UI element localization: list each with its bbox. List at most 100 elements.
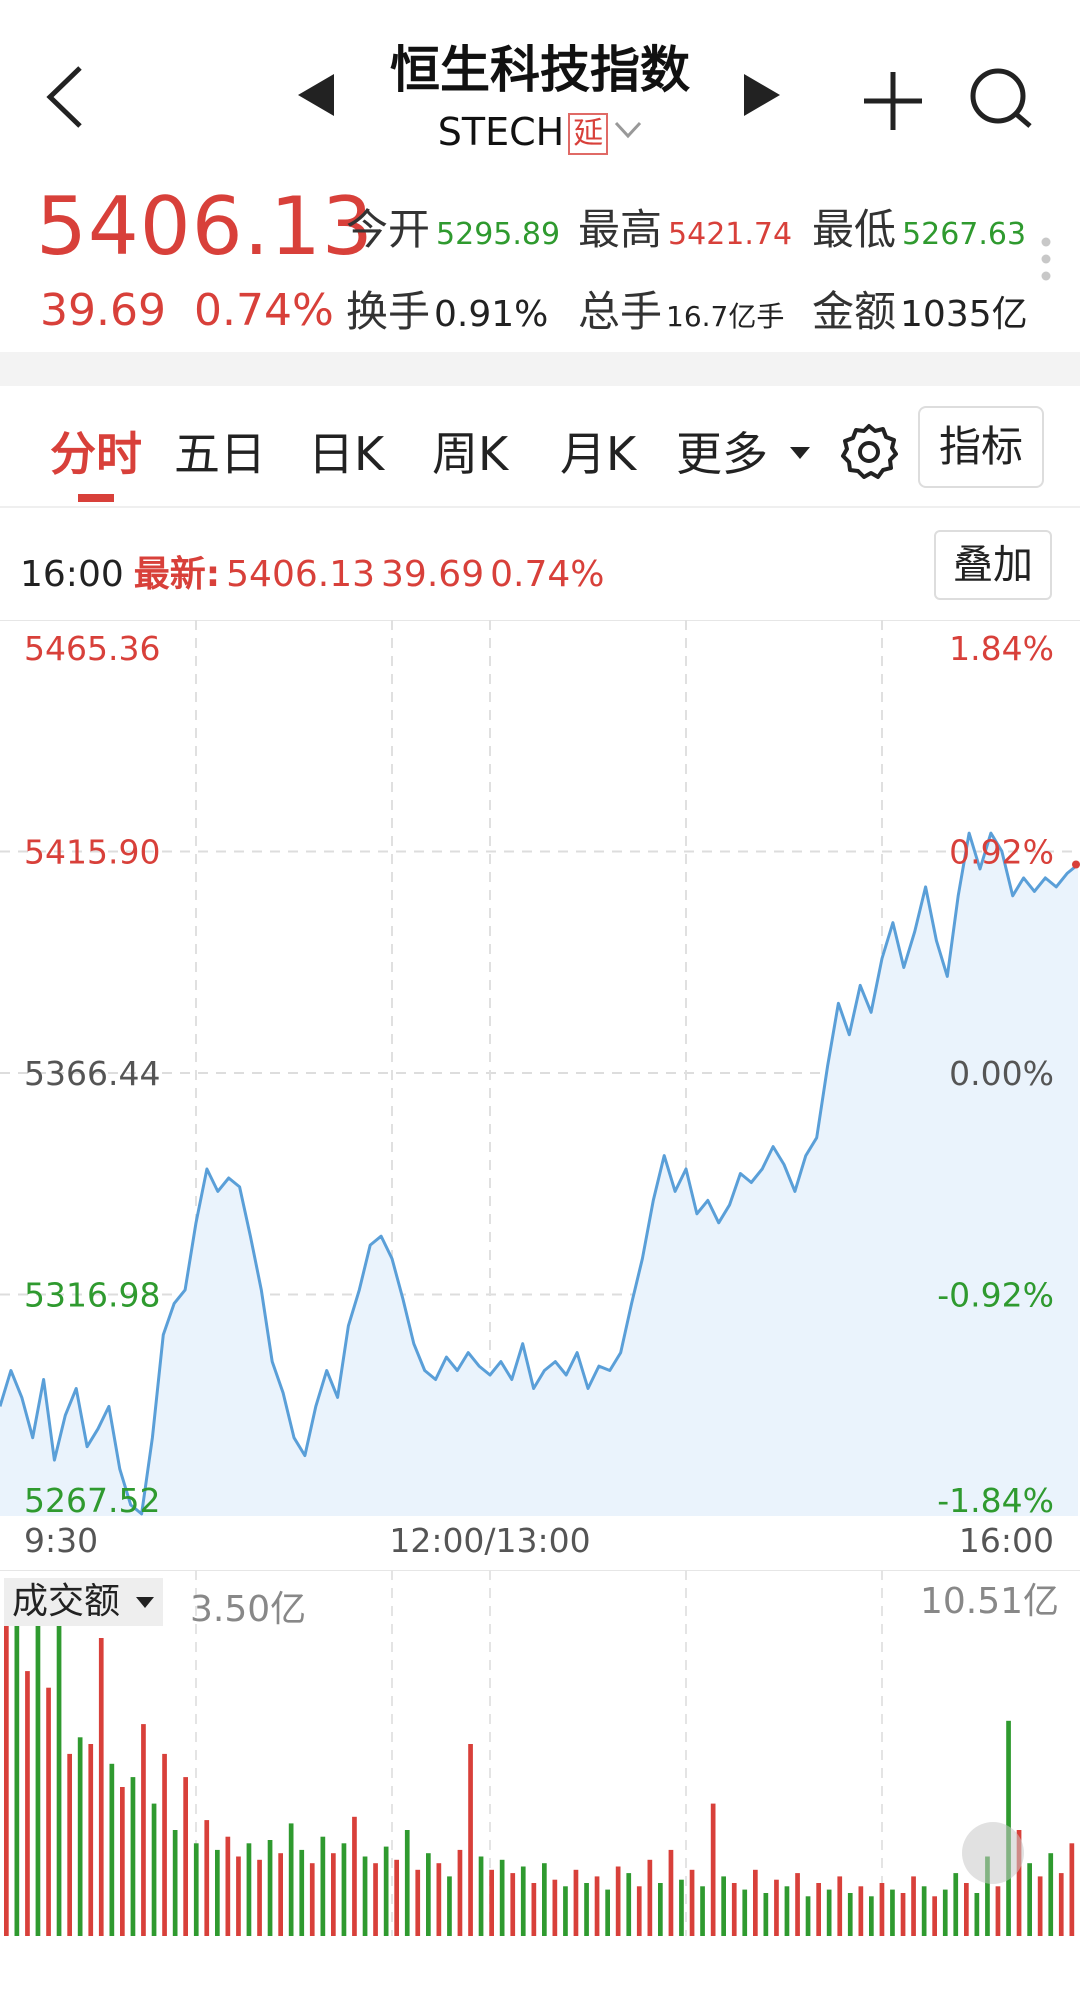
volume-bar — [689, 1869, 695, 1936]
volume-bar — [816, 1883, 821, 1936]
volume-bar — [985, 1856, 990, 1936]
tab-weekly-k[interactable]: 周K — [432, 427, 509, 481]
period-tabs: 分时 五日 日K 周K 月K 更多 指标 — [0, 390, 1080, 510]
volume-bar — [911, 1876, 916, 1936]
volume-bar — [151, 1803, 157, 1936]
chevron-down-icon[interactable] — [614, 121, 642, 139]
x-tick-label: 9:30 — [24, 1521, 98, 1560]
volume-bar — [236, 1856, 241, 1936]
volume-bar — [383, 1846, 389, 1936]
volume-bar — [753, 1869, 758, 1936]
volume-bar — [225, 1836, 231, 1936]
back-arrow-icon[interactable] — [40, 62, 90, 132]
watermark-logo — [962, 1822, 1024, 1884]
volume-bar — [890, 1889, 895, 1936]
volume-right-value: 10.51亿 — [920, 1581, 1060, 1622]
volume-bar — [278, 1853, 283, 1936]
overlay-button[interactable]: 叠加 — [934, 530, 1052, 600]
volume-bar — [172, 1830, 178, 1936]
volume-bar — [489, 1869, 494, 1936]
volume-bar — [847, 1893, 853, 1936]
tab-five-day[interactable]: 五日 — [174, 427, 266, 481]
y-left-tick-label: 5465.36 — [24, 629, 160, 668]
stat-turnover-rate: 换手 0.91% — [346, 287, 549, 336]
volume-bar — [499, 1859, 505, 1936]
volume-bar — [679, 1879, 684, 1936]
volume-bar — [299, 1849, 305, 1936]
volume-bar — [647, 1859, 653, 1936]
volume-bar — [98, 1638, 104, 1936]
volume-label: 成交额 — [12, 1581, 121, 1622]
tab-intraday[interactable]: 分时 — [50, 427, 142, 481]
index-code: STECH — [437, 110, 565, 154]
volume-bar — [742, 1889, 748, 1936]
stat-open: 今开 5295.89 — [346, 205, 561, 254]
volume-bar — [573, 1869, 579, 1936]
volume-bar — [658, 1883, 663, 1936]
volume-bar — [352, 1816, 357, 1936]
volume-bar — [668, 1849, 674, 1936]
search-icon[interactable] — [966, 66, 1036, 132]
volume-bar — [404, 1830, 410, 1936]
info-latest-price: 5406.13 — [226, 554, 376, 595]
add-icon[interactable] — [862, 70, 924, 132]
volume-bar — [204, 1820, 210, 1936]
volume-bar — [215, 1849, 220, 1936]
volume-bar — [162, 1753, 167, 1936]
tabs-divider — [0, 506, 1080, 508]
volume-selector[interactable]: 成交额 — [4, 1578, 164, 1626]
volume-bar — [447, 1876, 452, 1936]
more-dots-icon[interactable] — [1040, 236, 1052, 282]
volume-chart[interactable] — [0, 1570, 1080, 1940]
volume-bar — [478, 1856, 484, 1936]
volume-bar — [394, 1859, 399, 1936]
intraday-price-chart[interactable]: 5465.36 1.84% 5415.90 0.92% 5366.44 0.00% 5316… — [0, 620, 1080, 1570]
tab-monthly-k[interactable]: 月K — [560, 427, 637, 481]
volume-bar — [436, 1863, 442, 1936]
volume-bar — [4, 1588, 9, 1936]
info-latest-pct: 0.74% — [490, 554, 605, 595]
volume-bar — [721, 1876, 726, 1936]
volume-bar — [56, 1621, 62, 1936]
volume-bar — [246, 1843, 252, 1936]
stat-amount: 金额 1035亿 — [812, 287, 1028, 336]
volume-bar — [109, 1763, 115, 1936]
volume-left-value: 3.50亿 — [190, 1589, 307, 1630]
volume-bar — [1048, 1853, 1054, 1936]
y-left-tick-label: 5267.52 — [24, 1481, 160, 1520]
active-tab-indicator — [78, 494, 114, 502]
volume-bar — [900, 1893, 906, 1936]
info-latest-change: 39.69 — [381, 554, 485, 595]
volume-bar — [341, 1843, 347, 1936]
price-change: 39.69 0.74% — [40, 285, 334, 336]
volume-bar — [995, 1886, 1001, 1936]
prev-triangle-icon[interactable] — [296, 72, 336, 118]
section-divider — [0, 352, 1080, 386]
volume-bar — [141, 1724, 146, 1936]
volume-bar — [373, 1863, 378, 1936]
volume-bar — [457, 1849, 463, 1936]
volume-bar — [331, 1853, 336, 1936]
price-line — [0, 831, 1079, 1516]
volume-bar — [468, 1744, 473, 1936]
indicator-button[interactable]: 指标 — [918, 406, 1044, 488]
y-right-tick-label: 0.00% — [949, 1054, 1054, 1093]
tab-daily-k[interactable]: 日K — [308, 427, 385, 481]
subtitle-row: STECH 延 — [330, 110, 750, 155]
volume-bar — [1069, 1843, 1075, 1936]
y-left-tick-label: 5415.90 — [24, 833, 160, 872]
volume-bar — [869, 1896, 874, 1936]
volume-bar — [1027, 1863, 1032, 1936]
volume-bar — [520, 1866, 526, 1936]
x-tick-label: 12:00/13:00 — [389, 1521, 590, 1560]
page-title: 恒生科技指数 — [390, 41, 690, 99]
next-triangle-icon[interactable] — [742, 72, 782, 118]
volume-bar — [964, 1883, 969, 1936]
settings-gear-icon[interactable] — [840, 422, 898, 480]
stat-total-volume: 总手 16.7亿手 — [578, 287, 785, 336]
stat-low: 最低 5267.63 — [812, 205, 1027, 254]
tab-more[interactable]: 更多 — [676, 418, 811, 484]
dropdown-triangle-icon — [136, 1597, 155, 1608]
volume-bar — [542, 1863, 547, 1936]
y-right-tick-label: 0.92% — [949, 833, 1054, 872]
